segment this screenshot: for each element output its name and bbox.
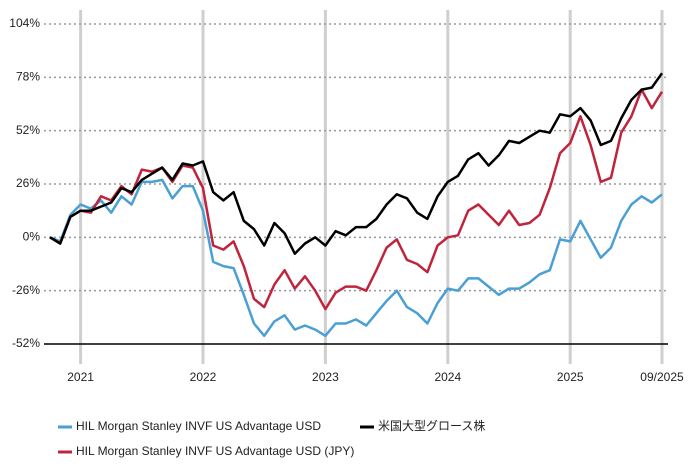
series-line <box>49 72 664 255</box>
x-tick-label: 2024 <box>434 370 461 384</box>
x-tick-label: 2025 <box>557 370 584 384</box>
x-tick-label: 2023 <box>312 370 339 384</box>
x-tick-label: 09/2025 <box>640 370 684 384</box>
series-line <box>49 178 663 338</box>
y-tick-label: 104% <box>9 16 40 30</box>
legend-label: HIL Morgan Stanley INVF US Advantage USD… <box>76 444 354 458</box>
y-tick-label: 0% <box>23 230 41 244</box>
legend-label: 米国大型グロース株 <box>378 418 485 433</box>
y-tick-label: -52% <box>12 336 40 350</box>
y-tick-label: 78% <box>16 70 40 84</box>
legend-label: HIL Morgan Stanley INVF US Advantage USD <box>76 419 321 433</box>
y-tick-label: 52% <box>16 123 40 137</box>
y-tick-label: 26% <box>16 176 40 190</box>
x-tick-label: 2022 <box>190 370 217 384</box>
series-line <box>49 88 664 311</box>
y-tick-label: -26% <box>12 283 40 297</box>
x-tick-label: 2021 <box>67 370 94 384</box>
